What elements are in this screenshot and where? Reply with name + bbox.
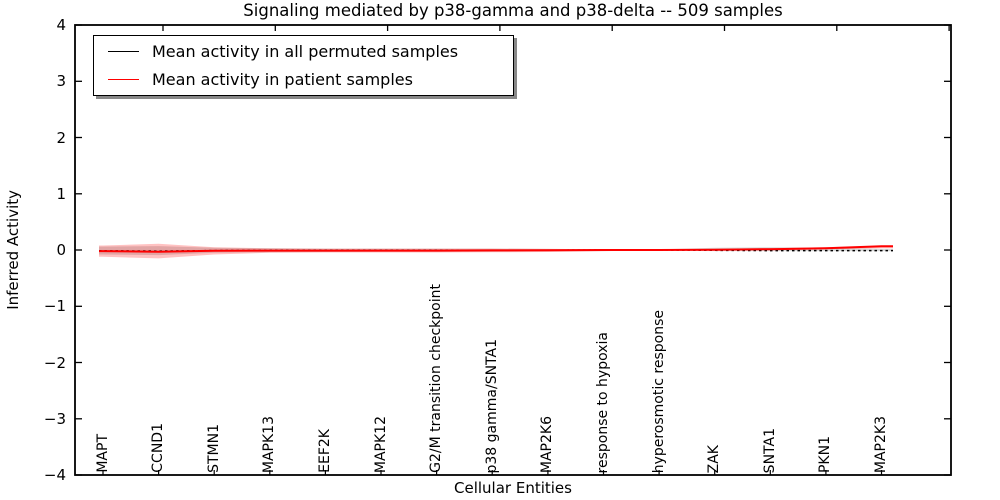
x-category-label: hyperosmotic response [650,309,667,473]
series-line-permuted [99,249,893,252]
legend-item-permuted: Mean activity in all permuted samples [94,38,513,64]
y-tick-label: −1 [43,297,66,316]
permuted-line-swatch [108,50,139,52]
x-category-label: MAPT [94,434,111,473]
x-category-label: MAPK12 [372,415,389,473]
x-category-label: EEF2K [316,429,333,473]
x-category-label: CCND1 [150,423,167,473]
x-category-label: PKN1 [817,435,834,473]
y-tick-label: −3 [43,409,66,428]
legend-box: Mean activity in all permuted samples Me… [93,35,514,96]
series-line-patient [99,245,893,253]
y-axis-label-container: Inferred Activity [0,25,26,475]
x-category-label: MAP2K3 [872,415,889,473]
x-axis-label: Cellular Entities [454,479,572,497]
y-axis-label: Inferred Activity [4,190,22,310]
y-tick-label: 0 [56,241,66,259]
legend-item-label: Mean activity in all permuted samples [152,41,459,61]
x-category-label: MAP2K6 [539,415,556,473]
y-tick-label: 2 [56,128,66,147]
y-tick-label: 4 [56,16,66,34]
y-tick-label: 1 [56,184,66,203]
x-category-label: STMN1 [205,424,222,473]
y-tick-label: 3 [56,72,66,91]
y-tick-label: −4 [43,466,66,484]
x-category-label: SNTA1 [761,427,778,473]
legend-item-label: Mean activity in patient samples [152,70,413,90]
legend-item-patient: Mean activity in patient samples [94,67,513,93]
x-category-label: p38 gamma/SNTA1 [483,338,500,474]
patient-line-swatch [108,79,139,81]
chart-title: Signaling mediated by p38-gamma and p38-… [243,1,783,20]
x-category-label: response to hypoxia [594,331,611,473]
x-category-label: MAPK13 [261,415,278,473]
y-tick-label: −2 [43,353,66,372]
x-category-label: ZAK [706,444,723,473]
x-category-label: G2/M transition checkpoint [428,284,445,473]
